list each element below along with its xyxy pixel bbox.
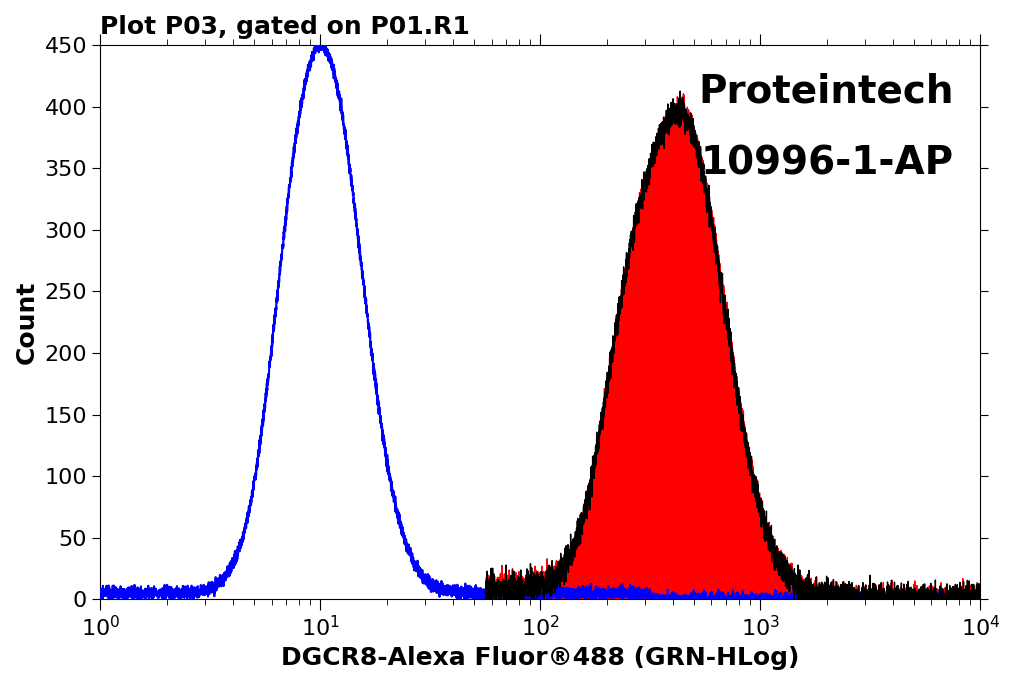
Text: Proteintech: Proteintech (698, 73, 954, 111)
Text: Plot P03, gated on P01.R1: Plot P03, gated on P01.R1 (100, 15, 470, 39)
Text: 10996-1-AP: 10996-1-AP (700, 145, 954, 183)
X-axis label: DGCR8-Alexa Fluor®488 (GRN-HLog): DGCR8-Alexa Fluor®488 (GRN-HLog) (281, 646, 800, 670)
Y-axis label: Count: Count (15, 280, 39, 364)
